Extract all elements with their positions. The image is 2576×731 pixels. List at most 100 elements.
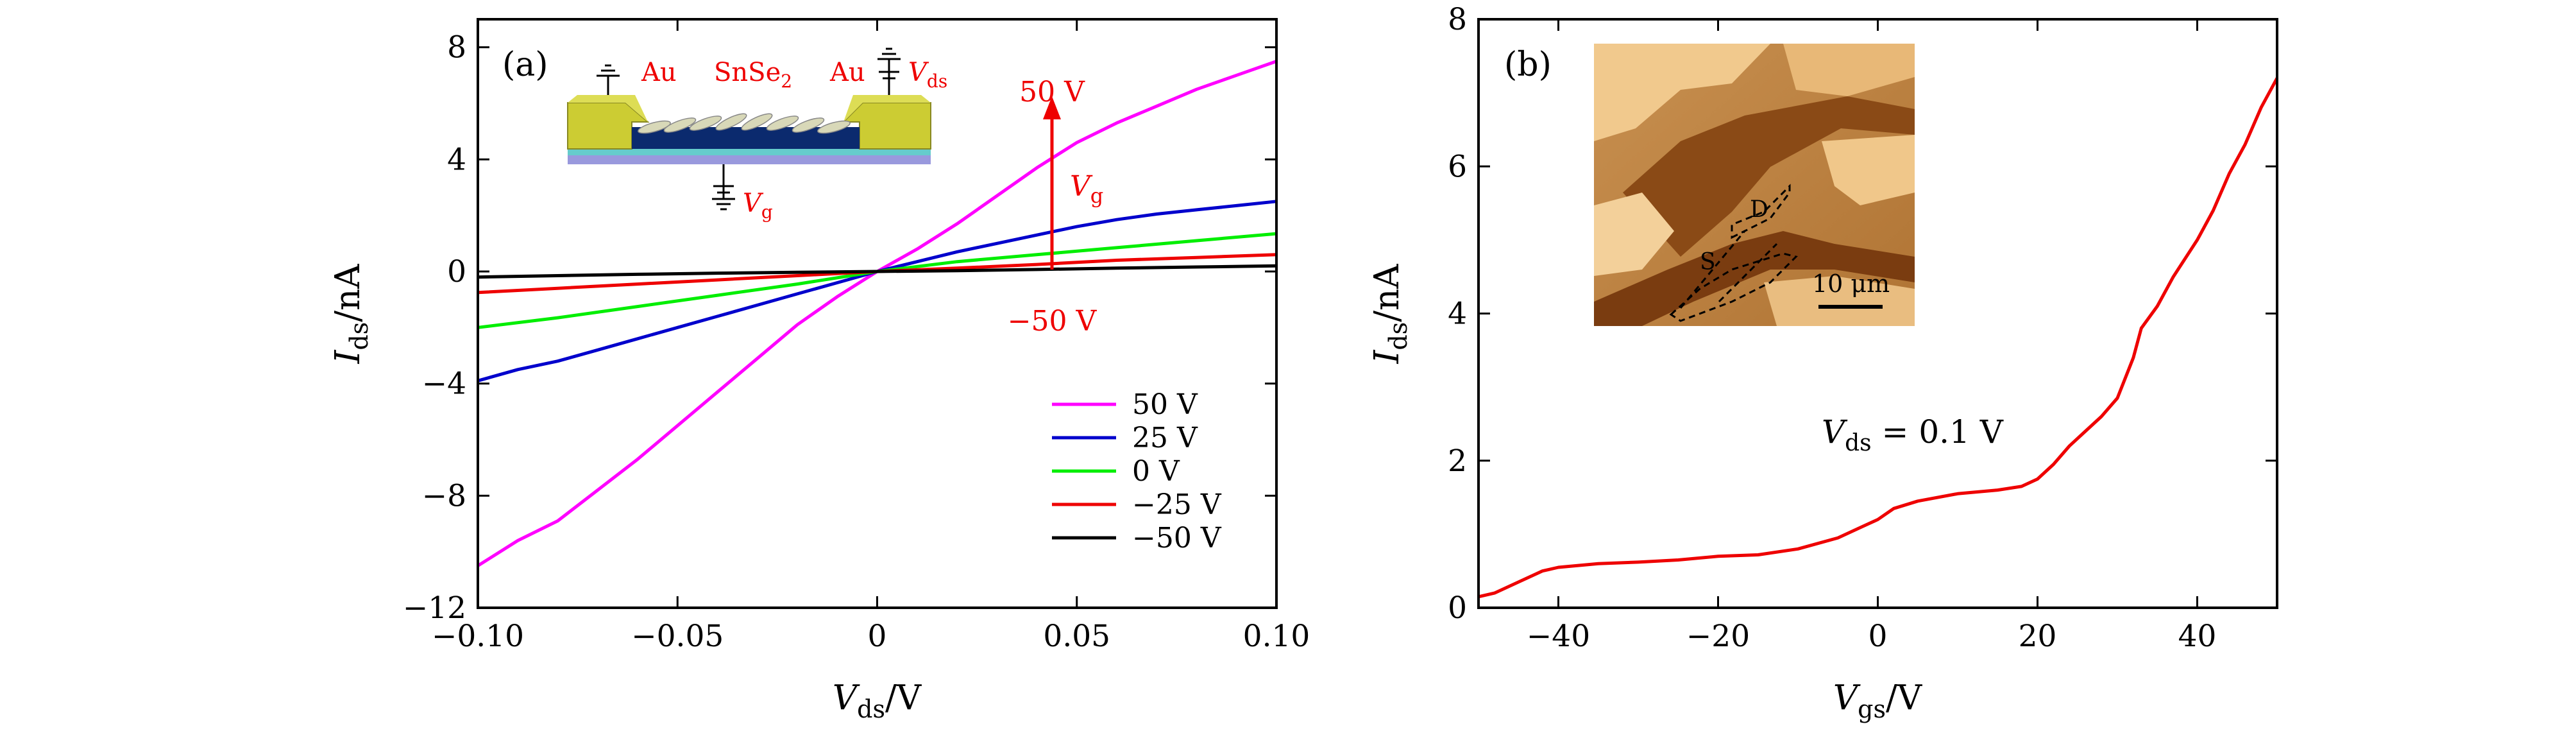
legend-label: 50 V (1132, 388, 1198, 421)
panel-a-y-tick-label: −8 (422, 478, 466, 513)
panel-b-x-tick-label: −20 (1686, 619, 1750, 654)
gate-voltage-arrow-annotation: 50 V −50 V Vg (1008, 76, 1104, 338)
arrow-vg-label-main: V (1070, 170, 1093, 203)
panel-a-x-axis-title-unit: /V (885, 678, 922, 718)
panel-b-x-tick-label: 20 (2019, 619, 2057, 654)
panel-b-ticks: −40 −20 0 20 40 0 2 4 6 8 (1448, 2, 2277, 654)
afm-flake-center-dark (1623, 96, 1915, 257)
panel-b-x-tick-label: 40 (2178, 619, 2217, 654)
panel-a-x-tick-label: 0.05 (1043, 619, 1110, 654)
panel-b-y-tick-label: 2 (1448, 443, 1467, 479)
scale-bar-label: 10 μm (1812, 270, 1890, 298)
panel-a-x-tick-label: −0.10 (432, 619, 524, 654)
snse2-label-main: SnSe (714, 58, 781, 87)
au-left-label: Au (641, 58, 677, 87)
panel-a-series-line-1 (477, 200, 1277, 383)
panel-a-ticks: −0.10 −0.05 0 0.05 0.10 −12 −8 −4 0 4 8 (403, 19, 1310, 654)
afm-flake-light-lower (1594, 193, 1674, 276)
vds-condition-sub: ds (1845, 430, 1872, 456)
panel-b-x-tick-label: 0 (1868, 619, 1888, 654)
left-ground-icon (597, 64, 620, 95)
afm-flake-upper-left (1594, 44, 1770, 141)
panel-a-x-tick-label: 0.10 (1243, 619, 1310, 654)
left-au-electrode-top (568, 95, 648, 122)
snse2-label: SnSe2 (714, 58, 792, 92)
panel-a-series-group (477, 60, 1277, 567)
panel-a-x-tick-label: −0.05 (631, 619, 724, 654)
au-right-label: Au (829, 58, 865, 87)
snse2-label-sub: 2 (781, 71, 792, 92)
panel-a-x-axis-title-main: V (833, 678, 860, 718)
panel-b-label: (b) (1504, 46, 1552, 84)
panel-a-series-line-2 (477, 232, 1277, 329)
afm-flake-light-right (1822, 135, 1915, 205)
vds-label: Vds (908, 58, 947, 92)
panel-b-y-axis-title-unit: /nA (1368, 264, 1407, 322)
panel-b-y-tick-label: 6 (1448, 149, 1467, 184)
panel-b-series-group (1478, 77, 2279, 599)
panel-b-x-axis-title-sub: gs (1858, 695, 1886, 723)
panel-b-x-axis-title-unit: /V (1886, 678, 1923, 718)
panel-a-y-axis-title-unit: /nA (328, 264, 368, 322)
drain-outline (1731, 184, 1791, 239)
arrow-vg-label-sub: g (1090, 184, 1103, 208)
vds-condition-main: V (1822, 413, 1848, 451)
panel-a-label: (a) (502, 46, 548, 84)
panel-a-y-axis-title-main: I (328, 350, 368, 365)
panel-b-y-axis-title-sub: ds (1384, 322, 1412, 350)
panel-a-x-axis-title: Vds/V (833, 678, 922, 723)
arrow-bottom-label: −50 V (1008, 305, 1097, 338)
panel-a-legend: 50 V25 V0 V−25 V−50 V (1052, 388, 1222, 555)
panel-a-x-axis-title-sub: ds (857, 695, 885, 723)
panel-b-y-tick-label: 4 (1448, 297, 1467, 332)
vds-condition-annotation: Vds = 0.1 V (1822, 413, 2004, 456)
afm-flake-band (1594, 231, 1915, 326)
vg-label-sub: g (761, 202, 773, 223)
panel-a-y-tick-label: 8 (447, 30, 466, 65)
snse2-flakes (638, 113, 851, 134)
afm-flake-top-right (1783, 44, 1915, 96)
panel-b-y-axis-title: Ids/nA (1368, 264, 1412, 365)
vg-label-main: V (743, 189, 764, 218)
legend-label: −25 V (1132, 488, 1222, 521)
panel-a-y-axis-title-sub: ds (345, 322, 373, 350)
panel-b-series-line-0 (1478, 77, 2279, 599)
panel-a-series-line-4 (477, 264, 1277, 279)
panel-b-y-tick-label: 8 (1448, 2, 1467, 37)
substrate-cyan-layer (568, 149, 931, 155)
channel-outline-right (1718, 243, 1778, 303)
gate-ground-icon (712, 164, 735, 211)
channel-outline-left (1679, 230, 1746, 309)
arrow-top-label: 50 V (1019, 76, 1085, 108)
source-label: S (1700, 249, 1716, 275)
drain-label: D (1750, 196, 1768, 223)
afm-image-inset: D S 10 μm (1594, 44, 1915, 326)
device-schematic-inset: Au Au SnSe2 Vds Vg (567, 47, 947, 223)
panel-b-y-axis-title-main: I (1368, 350, 1407, 365)
legend-label: 25 V (1132, 422, 1198, 454)
substrate-purple-layer (568, 154, 931, 164)
right-ground-icon (877, 47, 901, 95)
panel-b-x-tick-label: −40 (1527, 619, 1590, 654)
panel-b-y-tick-label: 0 (1448, 590, 1467, 626)
panel-a-y-tick-label: 4 (447, 142, 466, 177)
panel-b-x-axis-title-main: V (1833, 678, 1861, 718)
panel-a-y-tick-label: 0 (447, 254, 466, 289)
vds-label-sub: ds (927, 71, 947, 92)
panel-a-y-axis-title: Ids/nA (328, 264, 373, 365)
panel-a-y-tick-label: −4 (422, 366, 466, 402)
panel-b-x-axis-title: Vgs/V (1833, 678, 1923, 723)
legend-label: 0 V (1132, 455, 1180, 488)
panel-b-chart: −40 −20 0 20 40 0 2 4 6 8 (b) Ids/nA Vgs/V Vds = … (1368, 2, 2279, 723)
gate-voltage-arrow-head (1043, 96, 1061, 119)
vds-label-main: V (908, 58, 929, 87)
panel-a-y-tick-label: −12 (403, 590, 466, 626)
right-au-electrode-top (843, 95, 931, 122)
vds-condition-value: = 0.1 V (1872, 413, 2004, 451)
afm-flake-light-bottom-right (1764, 276, 1915, 326)
panel-a-chart: −0.10 −0.05 0 0.05 0.10 −12 −8 −4 0 4 8 (a) Ids/nA… (328, 18, 1310, 723)
panel-a-x-tick-label: 0 (868, 619, 887, 654)
vg-label: Vg (743, 189, 773, 223)
legend-label: −50 V (1132, 522, 1222, 555)
